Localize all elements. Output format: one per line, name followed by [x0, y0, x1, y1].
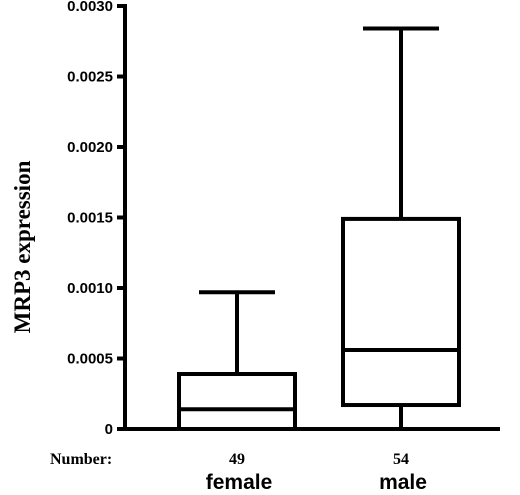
- box-female: [177, 290, 297, 432]
- y-tick-label: 0.0025: [67, 69, 113, 86]
- iqr-box: [341, 216, 461, 408]
- y-axis-ticks: 0 0.0005 0.0010 0.0015 0.0020 0.0025 0.0030: [67, 0, 125, 438]
- number-label: Number:: [50, 451, 112, 468]
- iqr-box: [177, 372, 297, 432]
- y-tick-label: 0.0005: [67, 351, 113, 368]
- y-tick-label: 0.0020: [67, 139, 113, 156]
- count-label: 49: [229, 451, 245, 468]
- y-tick-label: 0.0010: [67, 280, 113, 297]
- y-tick-label: 0.0030: [67, 0, 113, 15]
- category-label: male: [379, 471, 427, 494]
- count-label: 54: [393, 451, 409, 468]
- box-male: [341, 26, 461, 429]
- y-axis-label: MRP3 expression: [10, 160, 35, 333]
- category-labels: 49 female 54 male: [206, 451, 427, 494]
- boxes: [177, 26, 461, 432]
- category-label: female: [206, 471, 273, 494]
- y-tick-label: 0: [105, 421, 113, 438]
- y-tick-label: 0.0015: [67, 210, 113, 227]
